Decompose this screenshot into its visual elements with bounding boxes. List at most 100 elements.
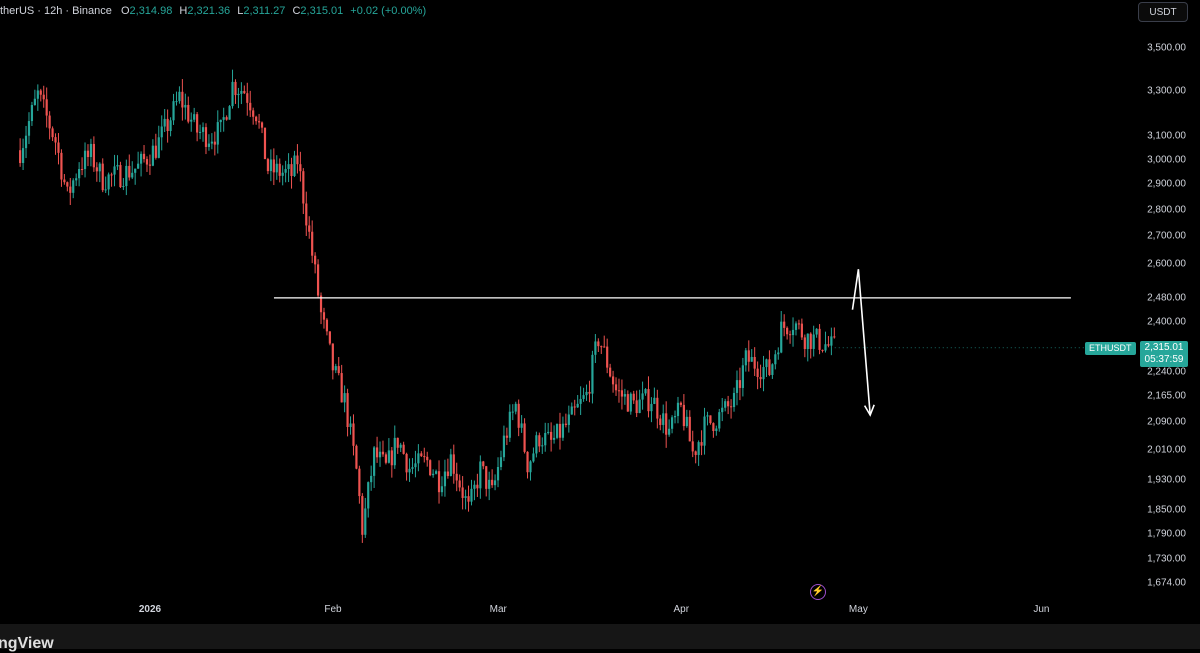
currency-button[interactable]: USDT <box>1138 2 1188 22</box>
candle-body <box>319 295 323 313</box>
candlestick-chart[interactable] <box>0 0 1120 600</box>
candle-body <box>281 172 284 176</box>
high-label: H <box>179 5 188 17</box>
candle-body <box>134 168 137 173</box>
candle-body <box>440 486 444 493</box>
price-tick-label: 2,090.00 <box>1147 416 1186 428</box>
candle-body <box>163 118 166 127</box>
candle-body <box>476 484 479 489</box>
candle-body <box>119 165 122 188</box>
price-tick-label: 2,165.00 <box>1147 390 1186 402</box>
candle-body <box>818 328 821 350</box>
candle-body <box>570 406 573 415</box>
candle-body <box>252 110 255 117</box>
candle-body <box>768 359 771 375</box>
candle-body <box>308 225 311 232</box>
time-axis[interactable]: 2026 Feb Mar Apr May Jun <box>0 604 1120 624</box>
candle-body <box>110 174 113 176</box>
candle-body <box>659 418 662 425</box>
candle-body <box>791 329 795 336</box>
candle-body <box>753 357 756 369</box>
candle-body <box>496 466 500 481</box>
price-tick-label: 2,800.00 <box>1147 204 1186 216</box>
candle-body <box>334 366 337 371</box>
candle-body <box>812 334 815 349</box>
candle-body <box>314 255 317 265</box>
candle-body <box>21 148 25 164</box>
candle-body <box>511 411 514 413</box>
time-tick-label: Mar <box>489 604 507 615</box>
candle-body <box>738 380 742 388</box>
candle-body <box>499 457 503 467</box>
price-tick-label: 3,100.00 <box>1147 130 1186 142</box>
candle-body <box>228 106 231 120</box>
candle-body <box>184 104 187 108</box>
candle-body <box>547 431 550 433</box>
candle-body <box>771 364 774 375</box>
candle-body <box>765 359 768 368</box>
candle-body <box>552 437 556 440</box>
lightning-icon[interactable]: ⚡ <box>810 584 826 600</box>
candle-body <box>762 367 765 380</box>
candle-body <box>107 174 110 190</box>
last-price-tag: 2,315.01 05:37:59 <box>1140 341 1188 367</box>
candle-body <box>420 453 423 457</box>
candle-body <box>665 413 668 435</box>
candle-body <box>160 126 163 138</box>
candle-body <box>207 143 211 147</box>
candle-body <box>42 94 45 100</box>
candle-body <box>794 323 798 330</box>
candle-body <box>373 447 376 476</box>
price-tick-label: 2,900.00 <box>1147 178 1186 190</box>
candle-body <box>414 463 417 468</box>
candle-body <box>57 142 60 153</box>
candle-body <box>452 454 455 474</box>
candle-body <box>603 346 606 348</box>
candle-body <box>370 475 373 483</box>
candle-body <box>750 357 753 362</box>
candle-body <box>561 423 565 438</box>
candle-body <box>582 395 585 399</box>
candle-body <box>467 496 470 502</box>
candles <box>19 69 836 543</box>
candle-body <box>706 415 709 417</box>
candle-body <box>402 444 405 454</box>
candle-body <box>101 163 104 191</box>
price-tick-label: 2,240.00 <box>1147 366 1186 378</box>
candle-body <box>688 416 691 442</box>
candle-body <box>95 167 98 172</box>
candle-body <box>434 471 438 474</box>
candle-body <box>361 496 364 535</box>
candle-body <box>148 164 152 166</box>
candle-body <box>234 81 237 96</box>
candle-body <box>272 159 275 173</box>
candle-body <box>700 442 703 446</box>
candle-body <box>139 153 143 164</box>
candle-body <box>650 403 653 412</box>
candle-body <box>783 321 786 328</box>
candle-body <box>676 402 680 417</box>
last-price: 2,315.01 <box>1144 342 1184 353</box>
candle-body <box>473 484 476 489</box>
candle-body <box>302 171 305 204</box>
candle-body <box>821 349 824 351</box>
time-tick-label: 2026 <box>138 604 162 615</box>
price-axis[interactable]: 3,500.00 3,300.00 3,100.00 3,000.00 2,900.00… <box>1120 0 1200 600</box>
candle-body <box>393 437 396 466</box>
candle-body <box>154 145 157 158</box>
candle-body <box>36 90 39 99</box>
brand-logo: ngView <box>0 635 54 652</box>
symbol-title: therUS · 12h · Binance <box>0 5 112 17</box>
candle-body <box>538 435 541 447</box>
candle-body <box>24 135 28 149</box>
projection-arrow <box>851 269 871 416</box>
candle-body <box>709 415 712 424</box>
candle-body <box>555 423 559 438</box>
low-value: 2,311.27 <box>243 5 286 17</box>
candle-body <box>260 122 264 128</box>
candle-body <box>479 461 482 489</box>
candle-body <box>611 376 615 385</box>
candle-body <box>384 454 388 463</box>
candle-body <box>340 373 343 403</box>
candle-body <box>48 115 51 129</box>
